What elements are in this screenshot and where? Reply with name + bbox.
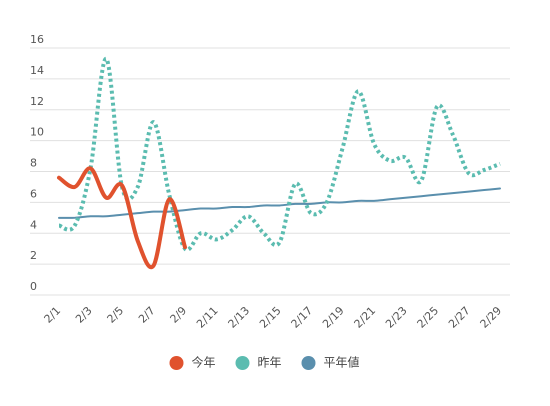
x-tick-label: 2/25: [415, 304, 442, 331]
legend-label: 今年: [192, 355, 216, 370]
y-tick-label: 4: [30, 218, 37, 231]
y-tick-label: 2: [30, 249, 37, 262]
series-line: [57, 166, 187, 270]
y-tick-label: 14: [30, 64, 44, 77]
x-tick-label: 2/3: [73, 304, 95, 326]
series-line: [58, 56, 501, 252]
y-tick-label: 16: [30, 33, 44, 46]
x-tick-label: 2/5: [105, 304, 127, 326]
legend-label: 昨年: [258, 356, 282, 370]
x-tick-label: 2/23: [383, 304, 410, 331]
x-tick-label: 2/29: [478, 304, 505, 331]
y-tick-label: 12: [30, 95, 44, 108]
x-tick-label: 2/21: [352, 304, 379, 331]
y-tick-label: 6: [30, 187, 37, 200]
x-tick-label: 2/19: [320, 304, 347, 331]
x-tick-label: 2/15: [257, 304, 284, 331]
x-tick-label: 2/13: [226, 304, 253, 331]
legend-marker: [301, 356, 316, 370]
x-tick-label: 2/27: [446, 304, 473, 331]
y-tick-label: 0: [30, 280, 37, 293]
y-tick-label: 10: [30, 126, 44, 139]
x-tick-label: 2/7: [136, 304, 158, 326]
legend-marker: [169, 356, 184, 370]
x-tick-label: 2/11: [194, 304, 221, 331]
legend-label: 平年値: [324, 355, 360, 370]
legend-marker: [235, 356, 250, 370]
y-tick-label: 8: [30, 157, 37, 170]
x-tick-label: 2/9: [168, 304, 190, 326]
x-tick-label: 2/1: [42, 304, 64, 326]
series-line: [58, 187, 501, 219]
x-tick-label: 2/17: [289, 304, 316, 331]
